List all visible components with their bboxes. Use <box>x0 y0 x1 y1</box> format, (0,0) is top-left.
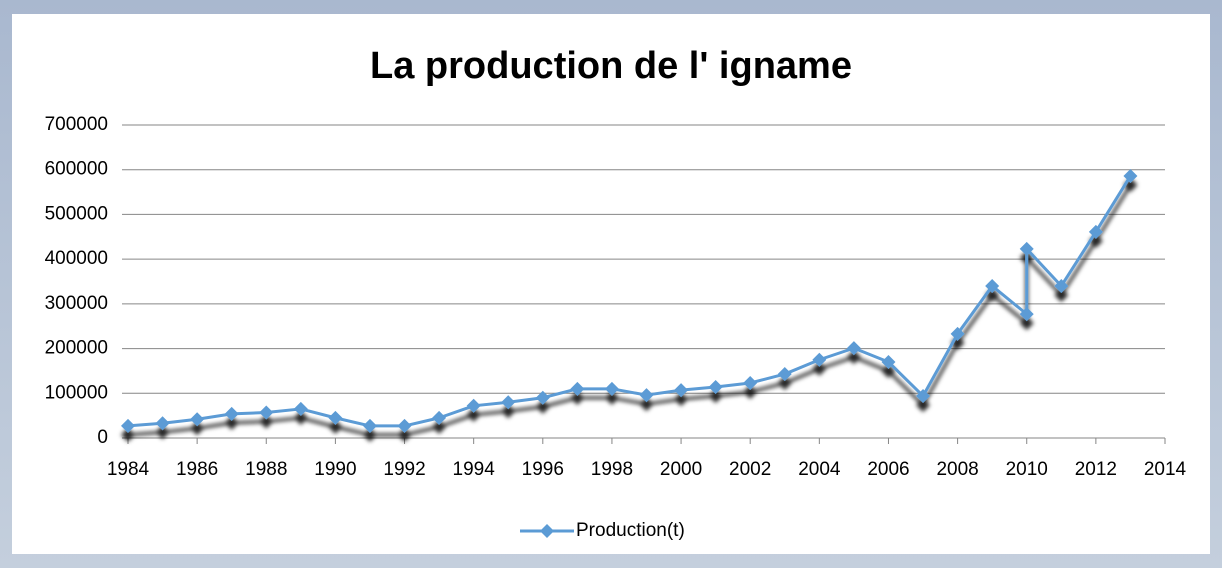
y-tick-label: 500000 <box>45 203 108 224</box>
y-tick-label: 100000 <box>45 382 108 403</box>
y-tick-label: 200000 <box>45 338 108 359</box>
data-point <box>466 398 481 413</box>
x-tick-label: 1998 <box>591 459 633 480</box>
x-tick-label: 1996 <box>522 459 564 480</box>
data-point <box>570 381 585 396</box>
data-point <box>1054 278 1069 293</box>
data-point <box>639 388 654 403</box>
x-tick-label: 1988 <box>245 459 287 480</box>
data-point <box>1019 307 1034 322</box>
x-tick-label: 1994 <box>453 459 496 480</box>
data-point <box>985 278 1000 293</box>
data-point <box>1019 241 1034 256</box>
x-tick-label: 2006 <box>867 459 909 480</box>
data-point <box>293 401 308 416</box>
data-point <box>259 405 274 420</box>
data-point <box>155 416 170 431</box>
x-tick-label: 1992 <box>383 459 425 480</box>
data-point <box>916 388 931 403</box>
data-point <box>604 381 619 396</box>
legend: Production(t) <box>520 520 685 541</box>
x-tick-label: 2010 <box>1006 459 1048 480</box>
data-point <box>501 395 516 410</box>
x-tick-label: 2008 <box>936 459 978 480</box>
legend-label: Production(t) <box>576 520 685 541</box>
legend-marker <box>540 524 554 538</box>
data-point <box>881 354 896 369</box>
data-point <box>190 412 205 427</box>
chart-area <box>12 14 1210 554</box>
data-point <box>432 410 447 425</box>
x-tick-label: 1986 <box>176 459 218 480</box>
y-tick-label: 0 <box>97 427 108 448</box>
x-tick-label: 2004 <box>798 459 841 480</box>
y-tick-label: 600000 <box>45 159 108 180</box>
y-tick-label: 300000 <box>45 293 108 314</box>
x-tick-label: 2002 <box>729 459 771 480</box>
data-point <box>328 410 343 425</box>
data-point <box>846 341 861 356</box>
data-point <box>1088 224 1103 239</box>
data-point <box>224 406 239 421</box>
data-point <box>708 380 723 395</box>
chart-title: La production de l' igname <box>370 45 852 87</box>
x-tick-label: 1990 <box>314 459 356 480</box>
x-tick-label: 1984 <box>107 459 150 480</box>
x-tick-label: 2014 <box>1144 459 1187 480</box>
data-point <box>777 367 792 382</box>
data-point <box>397 418 412 433</box>
data-point <box>812 352 827 367</box>
data-point <box>362 418 377 433</box>
data-point <box>674 383 689 398</box>
data-point <box>1123 168 1138 183</box>
data-point <box>535 390 550 405</box>
y-tick-label: 400000 <box>45 248 108 269</box>
data-point <box>743 376 758 391</box>
y-tick-label: 700000 <box>45 114 108 135</box>
series <box>121 168 1138 433</box>
x-tick-label: 2000 <box>660 459 702 480</box>
data-point <box>950 326 965 341</box>
x-tick-label: 2012 <box>1075 459 1117 480</box>
data-point <box>121 418 135 433</box>
